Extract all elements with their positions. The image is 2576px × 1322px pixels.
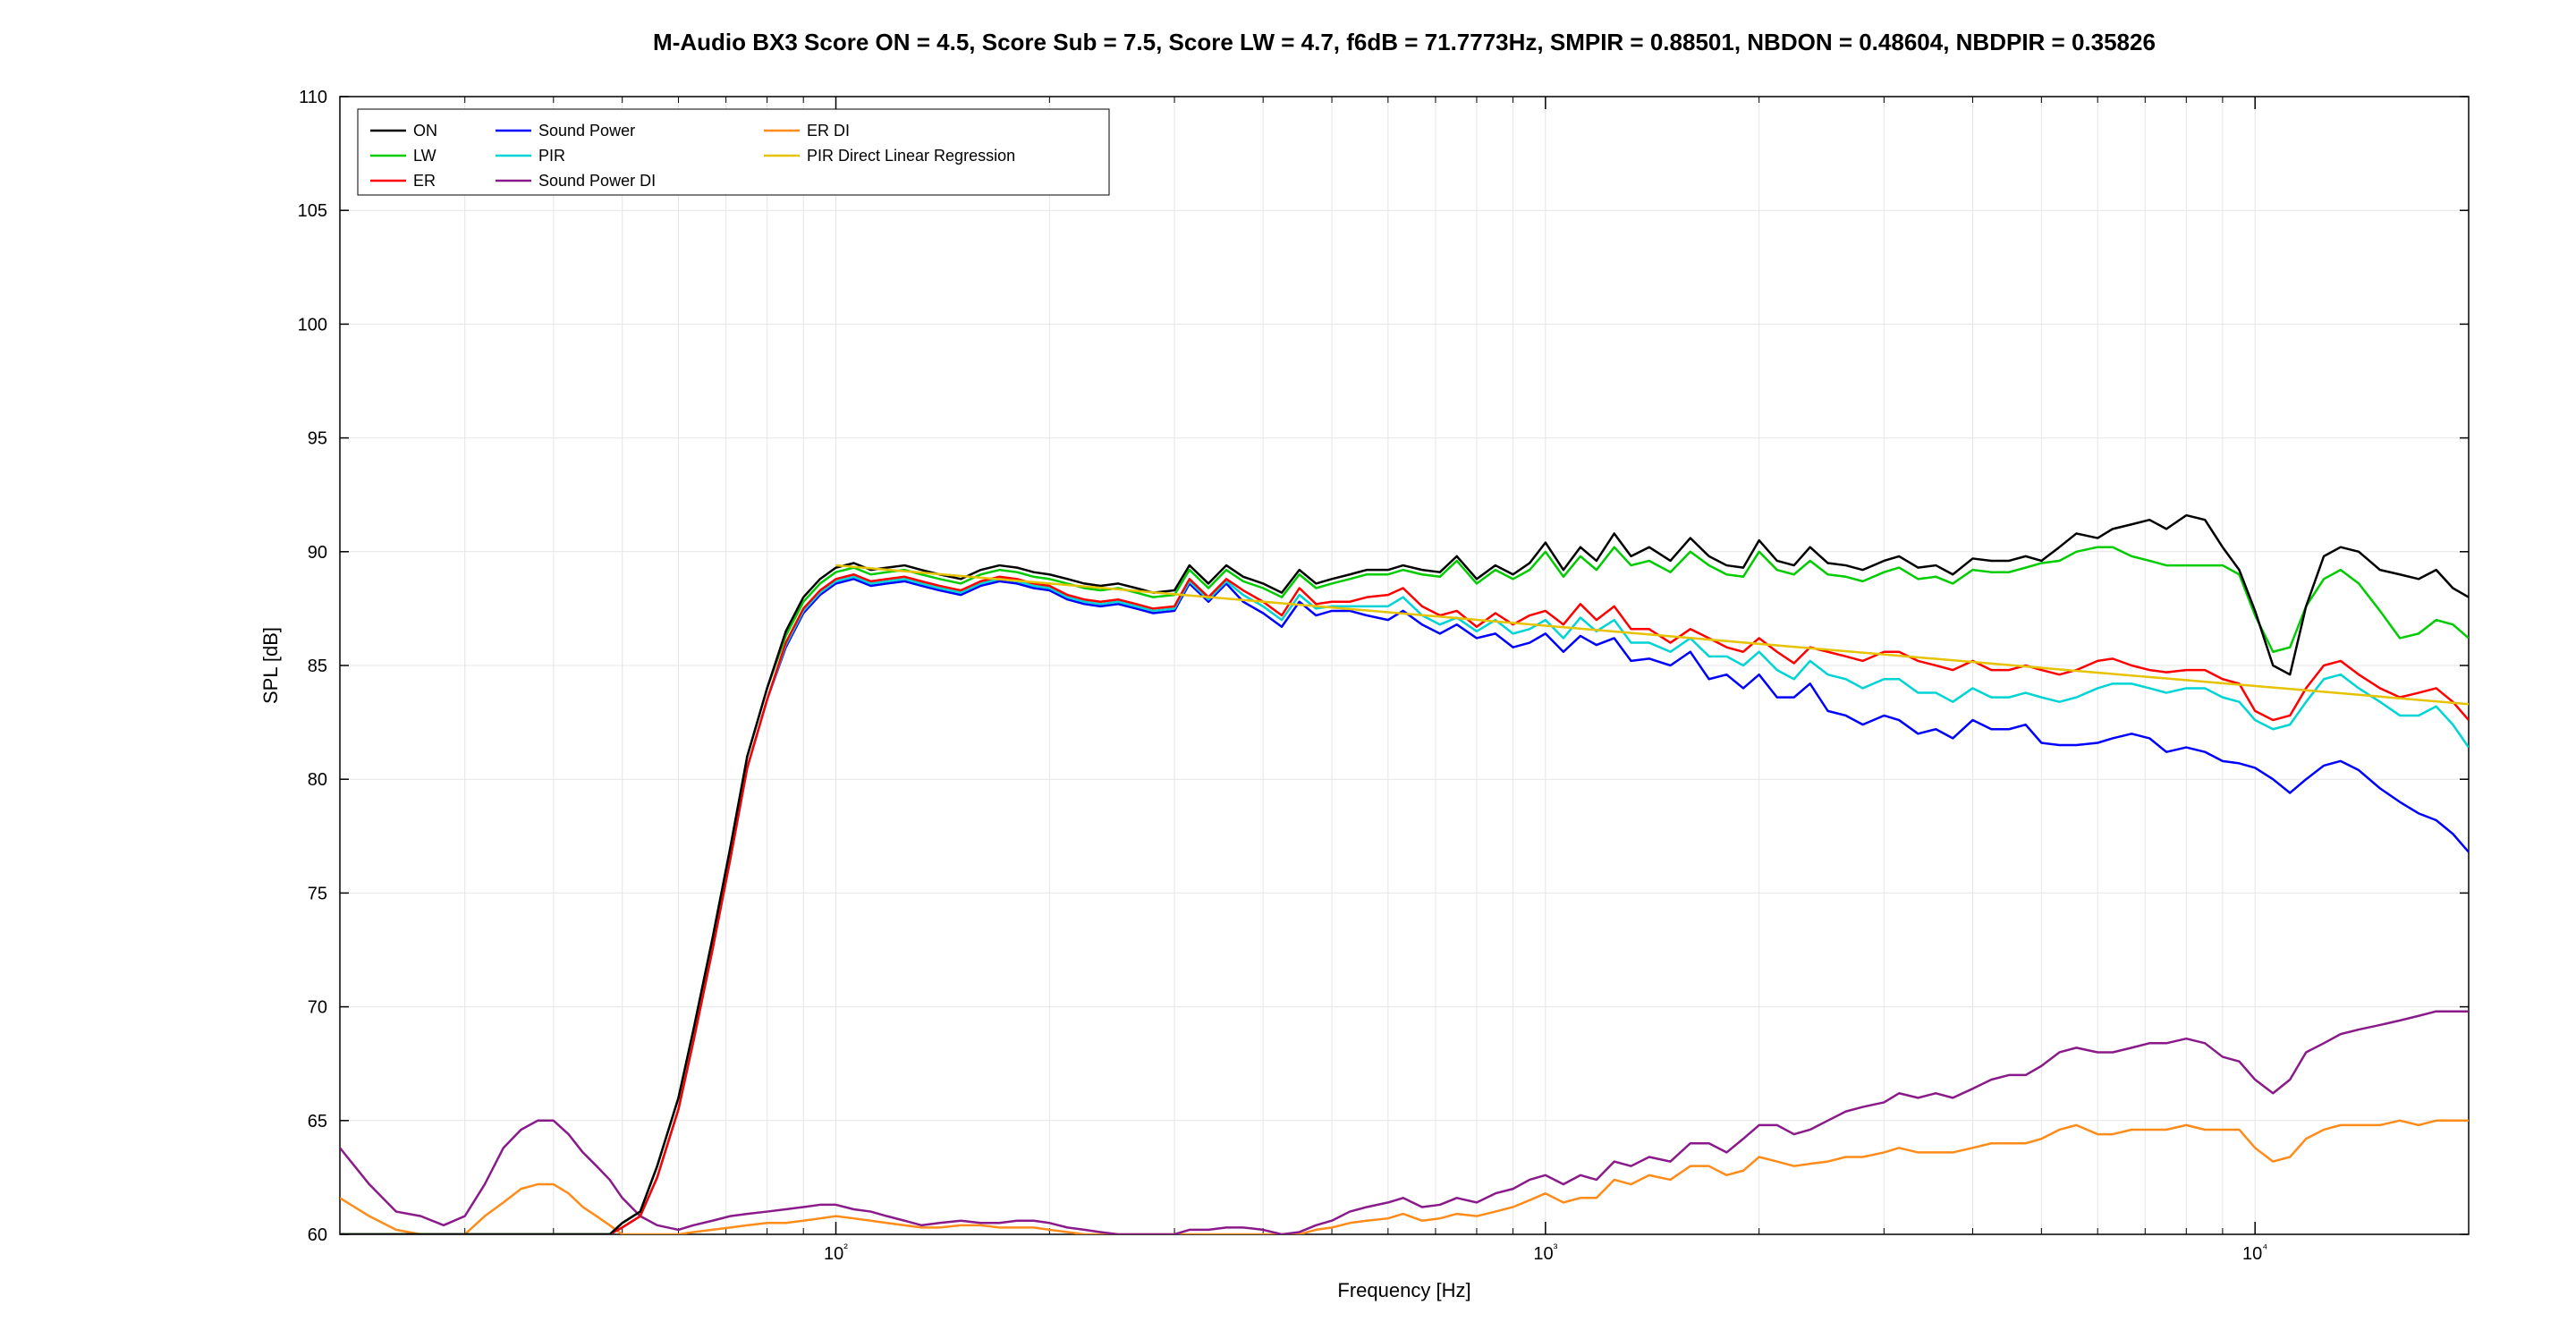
y-tick-label: 100 [298, 315, 327, 335]
y-tick-label: 110 [299, 88, 327, 107]
y-tick-label: 90 [308, 543, 327, 563]
legend-label: LW [413, 147, 436, 165]
y-tick-label: 75 [308, 884, 327, 903]
y-tick-label: 105 [298, 201, 327, 221]
x-axis-label: Frequency [Hz] [1337, 1279, 1470, 1301]
legend-label: PIR Direct Linear Regression [807, 147, 1015, 165]
chart-svg: 60 65 70 75 80 85 90 95 100 105 110 10² 10³ 10⁴ M-Audi… [0, 0, 2576, 1322]
y-tick-label: 70 [308, 998, 327, 1018]
y-tick-label: 95 [308, 429, 327, 449]
legend-label: Sound Power DI [538, 172, 656, 190]
y-tick-label: 65 [308, 1112, 327, 1131]
legend-label: ER DI [807, 122, 850, 140]
x-tick-label: 10³ [1533, 1241, 1557, 1264]
y-tick-label: 80 [308, 770, 327, 790]
chart-container: 60 65 70 75 80 85 90 95 100 105 110 10² 10³ 10⁴ M-Audi… [0, 0, 2576, 1322]
y-axis-label: SPL [dB] [259, 627, 282, 704]
legend-label: PIR [538, 147, 565, 165]
chart-title: M-Audio BX3 Score ON = 4.5, Score Sub = … [653, 29, 2156, 55]
x-tick-label: 10⁴ [2242, 1241, 2267, 1264]
y-tick-label: 85 [308, 657, 327, 676]
legend-label: Sound Power [538, 122, 635, 140]
legend-label: ER [413, 172, 436, 190]
legend-label: ON [413, 122, 437, 140]
y-tick-label: 60 [308, 1225, 327, 1245]
x-tick-label: 10² [824, 1241, 848, 1264]
